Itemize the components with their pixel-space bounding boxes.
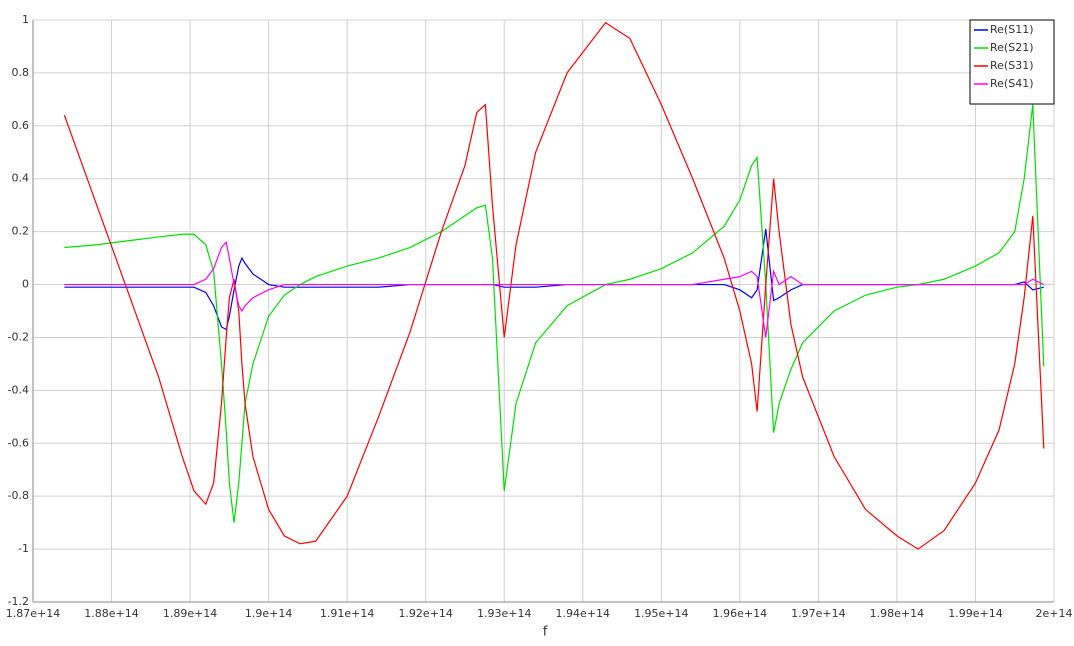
y-tick-label: -0.2 <box>8 330 29 343</box>
x-tick-label: 1.97e+14 <box>791 607 845 620</box>
legend-label: Re(S41) <box>990 77 1033 90</box>
x-tick-label: 1.94e+14 <box>556 607 610 620</box>
x-tick-label: 1.99e+14 <box>948 607 1002 620</box>
legend-box <box>969 19 1055 105</box>
legend-label: Re(S21) <box>990 41 1033 54</box>
x-tick-label: 1.91e+14 <box>320 607 374 620</box>
y-tick-label: -1.2 <box>8 595 29 608</box>
x-tick-label: 1.9e+14 <box>245 607 292 620</box>
series-line <box>63 21 1045 550</box>
x-tick-label: 1.98e+14 <box>870 607 924 620</box>
y-tick-label: -0.8 <box>8 489 29 502</box>
y-tick-label: 0.6 <box>12 119 30 132</box>
x-tick-label: 1.95e+14 <box>634 607 688 620</box>
y-tick-label: -0.4 <box>8 383 29 396</box>
x-tick-label: 1.96e+14 <box>713 607 767 620</box>
series-line <box>64 240 1045 338</box>
x-tick-label: 1.89e+14 <box>163 607 217 620</box>
x-tick-label: 1.93e+14 <box>477 607 531 620</box>
x-tick-label: 1.88e+14 <box>84 607 138 620</box>
y-tick-label: 0 <box>22 278 29 291</box>
x-tick-label: 1.92e+14 <box>398 607 452 620</box>
y-tick-label: 1 <box>22 13 29 26</box>
y-tick-label: 0.8 <box>12 66 30 79</box>
y-tick-label: 0.4 <box>12 172 30 185</box>
x-tick-label: 1.87e+14 <box>6 607 60 620</box>
y-tick-label: 0.2 <box>12 225 30 238</box>
x-axis-label: f <box>543 625 548 640</box>
legend-label: Re(S31) <box>990 59 1033 72</box>
legend: Re(S11) Re(S21) Re(S31) Re(S41) <box>969 19 1055 105</box>
x-tick-label: 2e+14 <box>1036 607 1073 620</box>
y-tick-label: -0.6 <box>8 436 29 449</box>
legend-label: Re(S11) <box>990 23 1033 36</box>
y-tick-label: -1 <box>18 542 29 555</box>
series-line <box>64 104 1045 523</box>
